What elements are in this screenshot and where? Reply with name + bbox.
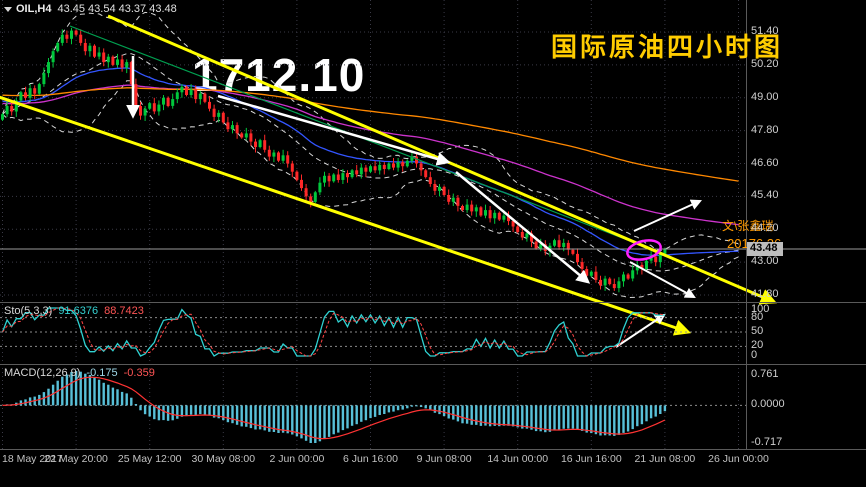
stoch-up-arrow — [615, 313, 666, 348]
bollinger-bands — [2, 11, 739, 299]
stoch-level-label: 80 — [751, 310, 764, 323]
ma-orange — [2, 87, 739, 182]
time-axis-label: 9 Jun 08:00 — [416, 453, 472, 465]
macd-panel[interactable] — [0, 371, 746, 443]
stochastic-panel[interactable] — [0, 307, 746, 357]
macd-scale-label: -0.717 — [751, 436, 783, 448]
scenario-up-arrow — [633, 199, 703, 232]
price-tick-label: 50.20 — [751, 57, 779, 70]
symbol-marker-icon — [4, 7, 12, 12]
stoch-level-label: 50 — [751, 325, 764, 337]
macd-scale-label: 0.0000 — [751, 398, 785, 411]
scenario-down-arrow — [629, 261, 696, 299]
stochastic-label: Sto(5,3,3) — [4, 305, 53, 317]
time-axis-label: 26 Jun 00:00 — [708, 453, 769, 465]
time-axis-label: 21 Jun 08:00 — [634, 453, 696, 465]
price-tick-label: 51.40 — [751, 25, 779, 37]
trend-channel-line — [0, 95, 692, 336]
time-axis-label: 18 May 2017 — [2, 453, 63, 465]
price-tick-label: 46.60 — [751, 156, 779, 169]
symbol-name: OIL,H4 — [16, 3, 52, 15]
stochastic-main-value: 91.6376 — [58, 305, 99, 317]
symbol-header: OIL,H4 43.45 43.54 43.37 43.48 — [4, 4, 177, 15]
macd-header: MACD(12,26,9) -0.175 -0.359 — [4, 368, 155, 379]
macd-scale-label: 0.761 — [751, 368, 779, 380]
price-tick-label: 44.20 — [751, 222, 779, 235]
stoch-level-label: 20 — [751, 339, 764, 352]
ma-blue — [2, 67, 739, 257]
time-axis-label: 25 May 12:00 — [117, 453, 182, 465]
time-axis-label: 16 Jun 16:00 — [560, 453, 622, 465]
stoch-level-label: 0 — [751, 349, 758, 361]
price-tick-label: 43.00 — [751, 255, 779, 268]
time-axis-label: 30 May 08:00 — [191, 453, 256, 465]
stoch-level-label: 100 — [751, 303, 770, 315]
current-price-badge: 43.48 — [747, 242, 783, 256]
price-tick-label: 41.80 — [751, 288, 779, 300]
time-axis-label: 2 Jun 00:00 — [269, 453, 325, 465]
author-signature: 文\张鑫瑞 — [722, 219, 774, 233]
symbol-ohlc: 43.45 43.54 43.37 43.48 — [57, 3, 177, 15]
stochastic-header: Sto(5,3,3) 91.6376 88.7423 — [4, 306, 144, 317]
time-axis-label: 14 Jun 00:00 — [487, 453, 549, 465]
chart-title-cn: 国际原油四小时图 — [551, 32, 784, 62]
macd-label: MACD(12,26,9) — [4, 367, 81, 379]
price-tick-label: 47.80 — [751, 123, 779, 136]
candlesticks — [1, 27, 667, 293]
stochastic-signal-value: 88.7423 — [104, 305, 144, 317]
price-tick-label: 49.00 — [751, 90, 779, 103]
macd-signal-value: -0.359 — [123, 367, 155, 379]
price-tick-label: 45.40 — [751, 189, 779, 202]
time-axis-label: 6 Jun 16:00 — [343, 453, 398, 465]
highlight-ellipse — [626, 239, 662, 261]
trend-arrow-1 — [217, 94, 451, 166]
trend-arrow-2 — [455, 171, 591, 284]
macd-main-value: -0.175 — [86, 367, 118, 379]
time-axis-label: 22 May 20:00 — [44, 453, 108, 465]
